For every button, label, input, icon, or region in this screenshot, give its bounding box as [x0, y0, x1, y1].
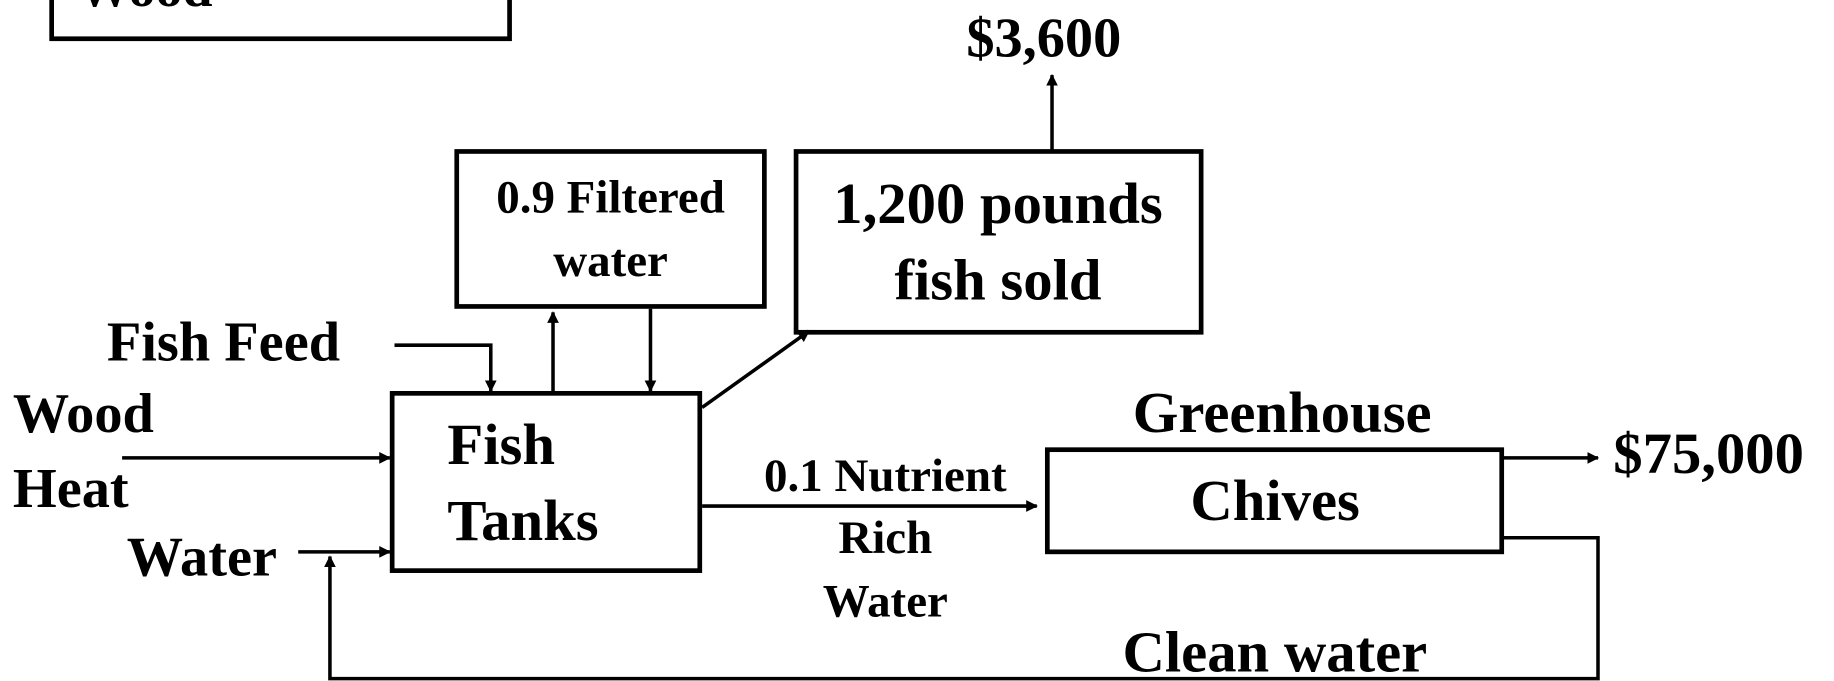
- legend-box: [49, 0, 512, 42]
- fish-sold-box: [793, 149, 1204, 335]
- nutrient-water-label: Rich: [838, 512, 932, 564]
- nutrient-water-label: 0.1 Nutrient: [764, 450, 1007, 502]
- fish-revenue: $3,600: [966, 7, 1121, 69]
- clean-water-label: Clean water: [1122, 620, 1427, 681]
- fish-sold-label: 1,200 pounds: [833, 171, 1162, 236]
- arrow: [394, 343, 497, 393]
- nutrient-water-label: Water: [823, 575, 948, 627]
- legend-label: Wood: [77, 0, 212, 18]
- fish-tanks-label: Tanks: [447, 488, 598, 553]
- filtered-water-box: [454, 149, 767, 309]
- chives-revenue: $75,000: [1613, 421, 1804, 486]
- greenhouse-box: [1044, 447, 1505, 555]
- return-arrow: [324, 535, 1600, 681]
- filtered-water-label: water: [553, 235, 668, 287]
- fish-feed-label: Fish Feed: [107, 311, 340, 373]
- greenhouse-label: Chives: [1190, 468, 1360, 533]
- water-label: Water: [127, 526, 277, 588]
- wood-heat-label: Wood: [13, 383, 154, 445]
- fish-sold-label: fish sold: [894, 247, 1101, 312]
- greenhouse-title: Greenhouse: [1133, 380, 1432, 445]
- arrow: [701, 329, 811, 409]
- fish-tanks-label: Fish: [447, 412, 555, 477]
- filtered-water-label: 0.9 Filtered: [496, 172, 725, 224]
- fish-tanks-box: [389, 390, 703, 573]
- wood-heat-label: Heat: [13, 458, 129, 520]
